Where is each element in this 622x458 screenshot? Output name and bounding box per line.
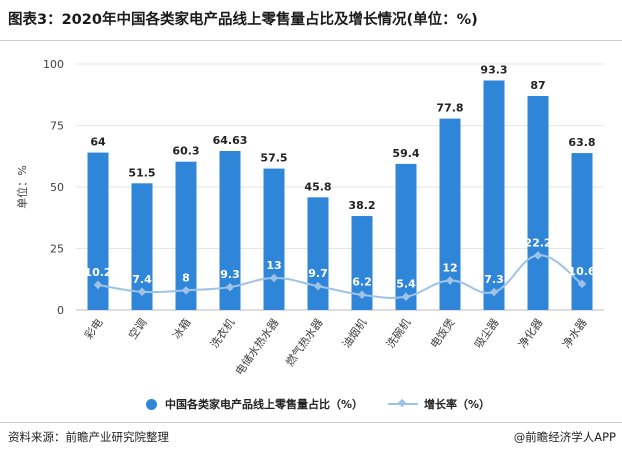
bar-value-label: 77.8 (436, 102, 463, 115)
footer-divider (0, 422, 622, 423)
chart-title: 图表3：2020年中国各类家电产品线上零售量占比及增长情况(单位：%) (8, 12, 478, 28)
x-tick-label: 净水器 (559, 316, 589, 351)
x-tick-label: 净化器 (515, 316, 545, 351)
bar (439, 118, 461, 310)
growth-point (225, 282, 235, 292)
growth-line (97, 254, 583, 299)
x-tick-label: 燃气热水器 (282, 316, 325, 369)
growth-point (357, 290, 367, 299)
bar (131, 183, 153, 310)
growth-point (489, 287, 499, 297)
growth-value-label: 9.3 (220, 268, 240, 281)
growth-value-label: 10.6 (568, 265, 595, 278)
x-tick-label: 彩电 (82, 316, 105, 341)
bar (175, 161, 197, 310)
growth-value-label: 9.7 (308, 267, 328, 280)
brand-credit: @前瞻经济学人APP (513, 430, 616, 444)
legend-item-line: 增长率（%） (388, 396, 490, 412)
source-note: 资料来源：前瞻产业研究院整理 (8, 430, 169, 444)
bar (307, 197, 329, 310)
bar (87, 152, 109, 310)
bar-value-label: 59.4 (392, 147, 419, 160)
legend-line-label: 增长率（%） (424, 398, 491, 411)
legend-line-marker (388, 398, 418, 409)
x-tick-label: 电饭煲 (428, 316, 458, 350)
growth-value-label: 10.2 (84, 266, 111, 279)
growth-value-label: 5.4 (396, 278, 416, 291)
bar (527, 95, 549, 310)
chart-legend: 中国各类家电产品线上零售量占比（%） 增长率（%） (0, 396, 622, 414)
y-tick-label: 0 (57, 304, 64, 317)
title-divider (0, 40, 622, 41)
growth-value-label: 7.4 (132, 273, 152, 286)
bar-value-label: 45.8 (304, 180, 331, 193)
x-tick-label: 洗碗机 (383, 316, 413, 351)
x-tick-label: 油烟机 (339, 316, 369, 351)
legend-item-bar: 中国各类家电产品线上零售量占比（%） (146, 396, 363, 412)
growth-value-label: 13 (266, 259, 281, 272)
y-tick-label: 100 (43, 58, 64, 71)
x-tick-label: 冰箱 (169, 316, 193, 342)
legend-bar-label: 中国各类家电产品线上零售量占比（%） (165, 398, 364, 411)
bar (395, 163, 417, 310)
x-tick-label: 洗衣机 (207, 316, 237, 351)
y-tick-label: 25 (50, 243, 64, 256)
y-tick-label: 50 (50, 181, 64, 194)
bar-value-label: 38.2 (348, 199, 375, 212)
bar (571, 153, 593, 310)
bar (483, 80, 505, 311)
growth-value-label: 7.3 (484, 273, 504, 286)
y-tick-label: 75 (50, 120, 64, 133)
x-tick-label: 吸尘器 (472, 316, 502, 350)
bar-value-label: 87 (530, 79, 545, 92)
growth-point (269, 273, 279, 283)
bar-value-label: 64.63 (213, 134, 248, 147)
growth-point (577, 279, 587, 289)
bar-value-label: 57.5 (260, 152, 287, 165)
bar-value-label: 60.3 (172, 145, 199, 158)
bar-value-label: 64 (90, 136, 106, 149)
bar (219, 151, 241, 310)
growth-point (445, 276, 455, 285)
growth-point (137, 287, 147, 297)
growth-value-label: 8 (182, 271, 190, 284)
bar-value-label: 93.3 (480, 63, 507, 76)
bar (351, 216, 373, 310)
x-tick-label: 电储水热水器 (232, 316, 281, 378)
growth-point (181, 286, 191, 295)
growth-point (401, 292, 411, 301)
legend-bar-marker (146, 398, 157, 410)
growth-point (93, 280, 103, 290)
growth-point (313, 281, 323, 291)
y-axis-label: 单位：% (15, 165, 29, 208)
bar (263, 168, 285, 310)
bar-value-label: 63.8 (568, 136, 595, 149)
growth-value-label: 22.2 (524, 236, 551, 249)
growth-value-label: 12 (442, 261, 457, 274)
bar-value-label: 51.5 (128, 166, 155, 179)
growth-value-label: 6.2 (352, 276, 372, 289)
x-tick-label: 空调 (125, 316, 149, 342)
